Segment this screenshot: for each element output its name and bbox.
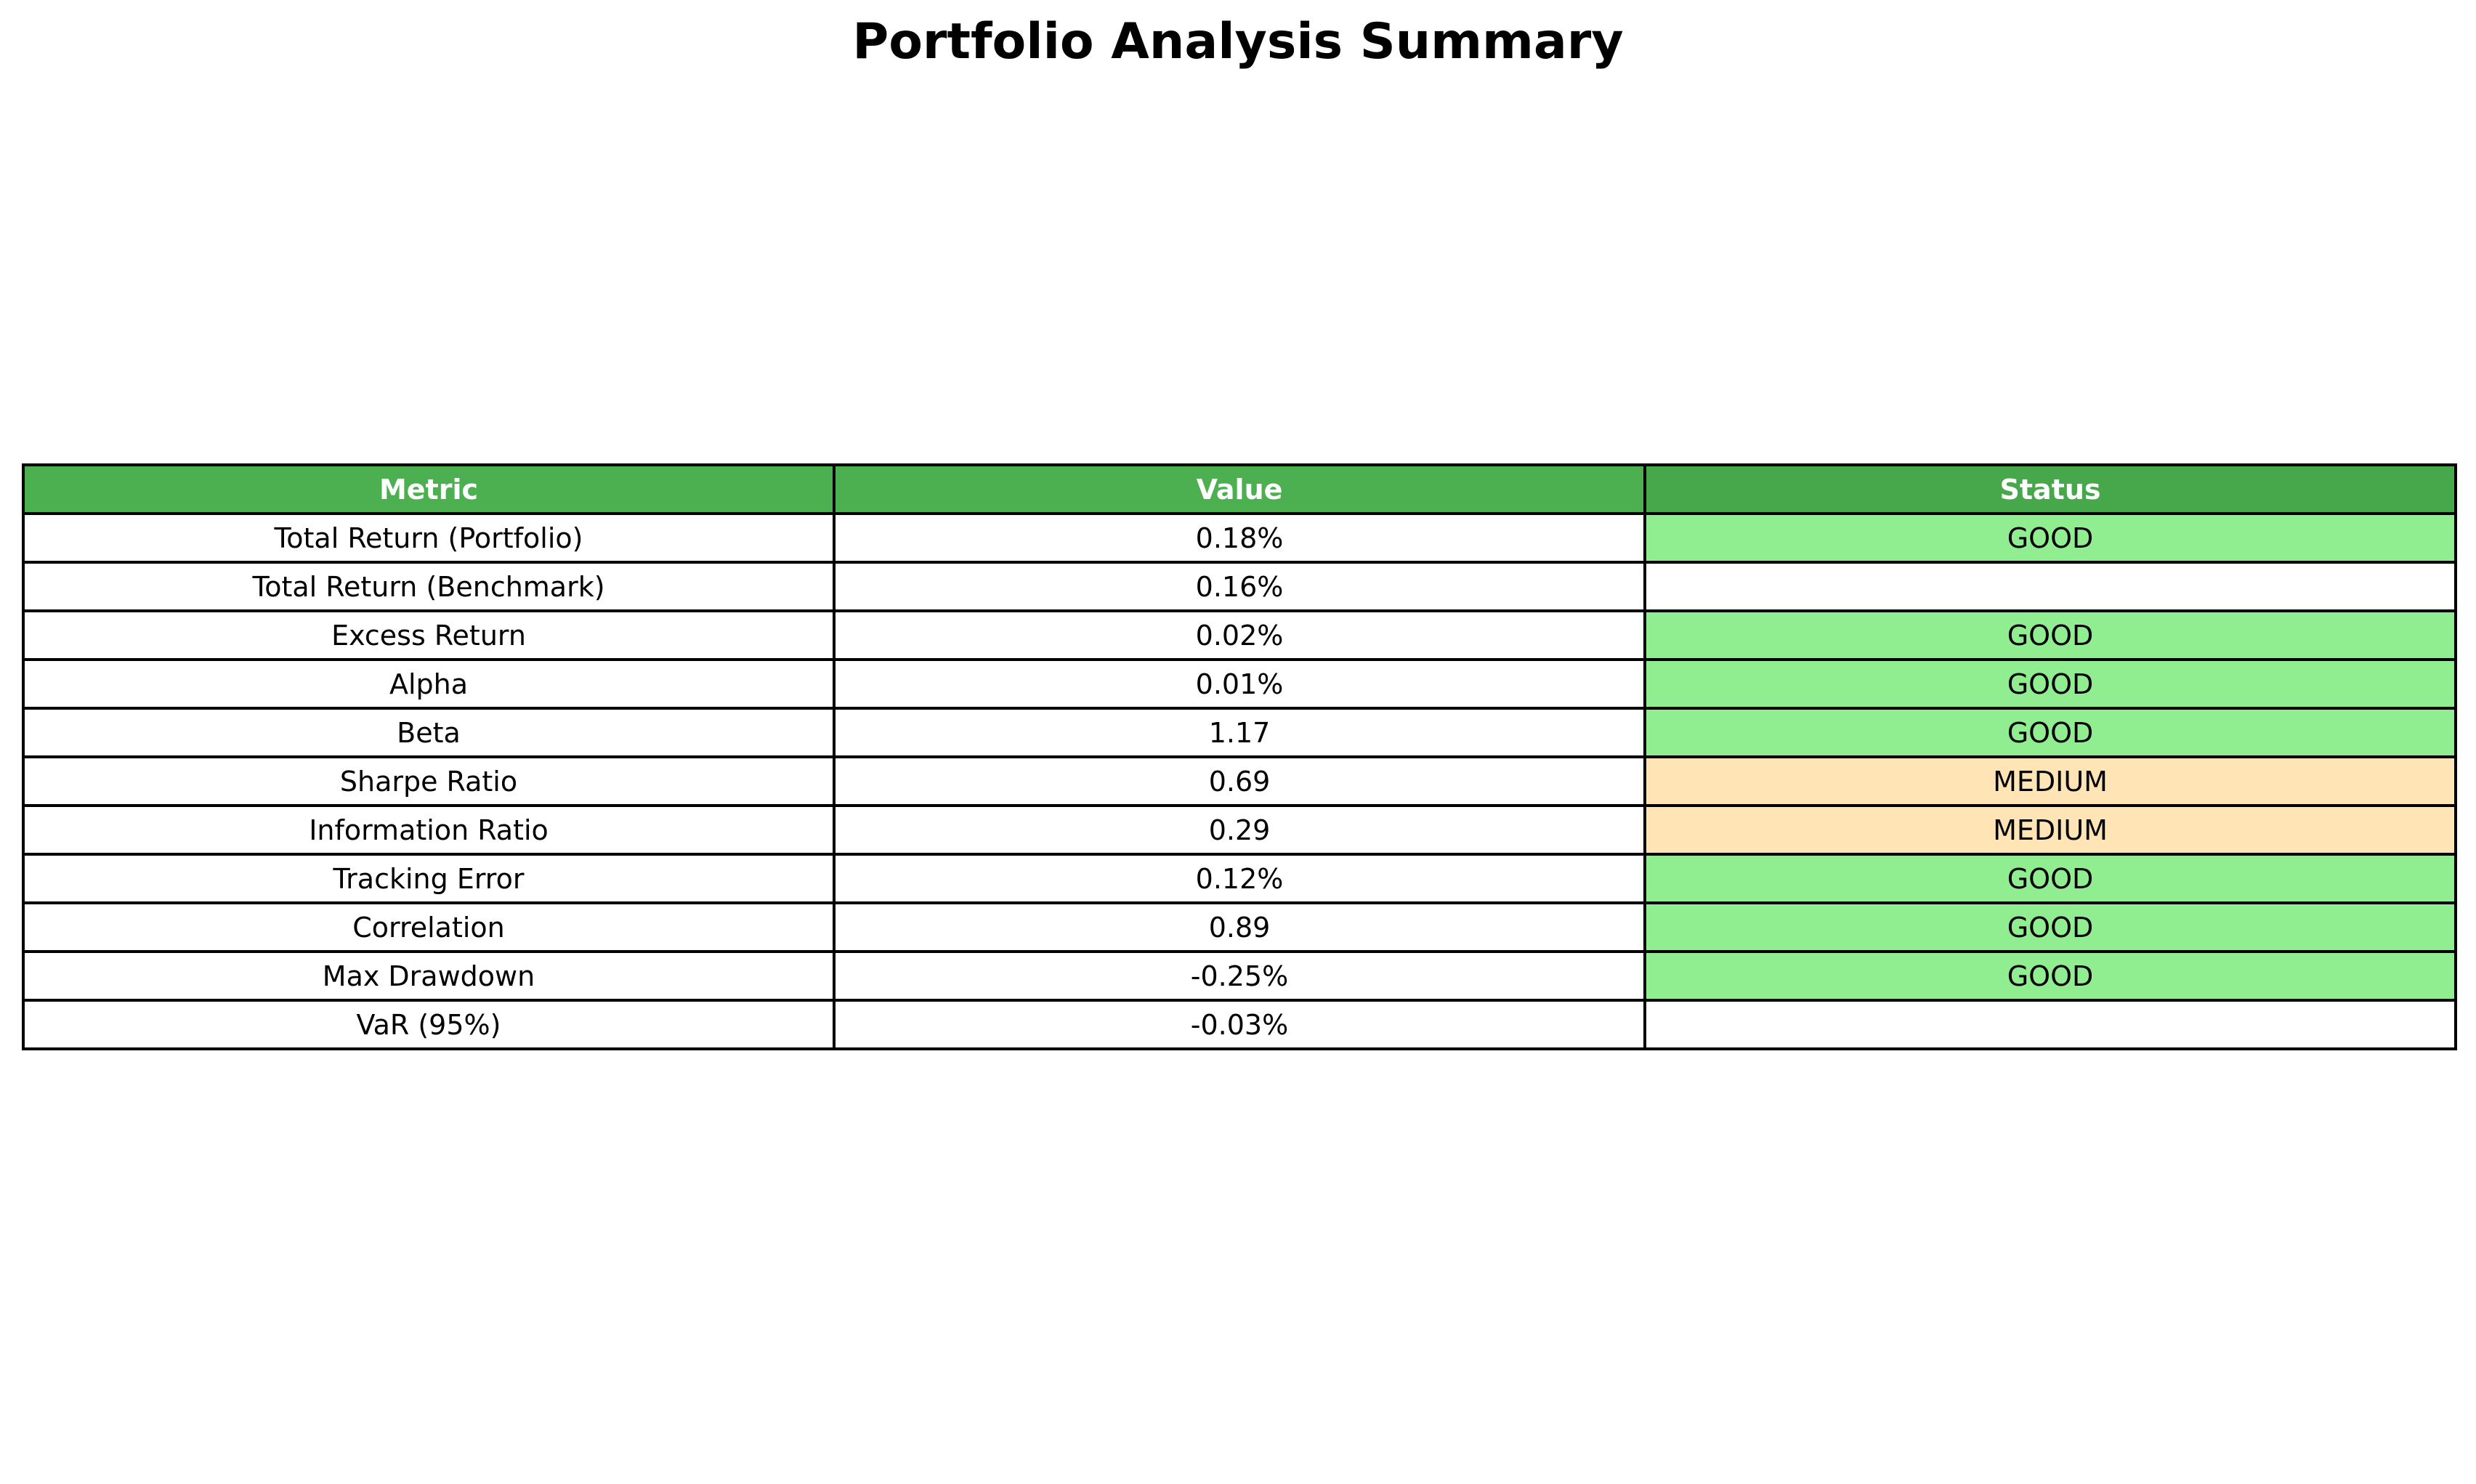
header-cell-value: Value: [833, 463, 1646, 515]
metric-cell: Tracking Error: [22, 853, 836, 904]
metric-cell: Total Return (Portfolio): [22, 512, 836, 564]
metric-cell: Max Drawdown: [22, 950, 836, 1002]
value-cell: 0.18%: [833, 512, 1646, 564]
value-cell: -0.03%: [833, 999, 1646, 1050]
header-cell-metric: Metric: [22, 463, 836, 515]
status-cell: GOOD: [1643, 609, 2457, 661]
header-cell-status: Status: [1643, 463, 2457, 515]
table-row: Total Return (Benchmark) 0.16%: [22, 561, 2457, 612]
metric-cell: Sharpe Ratio: [22, 755, 836, 807]
value-cell: 0.16%: [833, 561, 1646, 612]
status-cell: GOOD: [1643, 950, 2457, 1002]
status-cell: GOOD: [1643, 853, 2457, 904]
metric-cell: Total Return (Benchmark): [22, 561, 836, 612]
value-cell: 0.01%: [833, 658, 1646, 710]
metric-cell: VaR (95%): [22, 999, 836, 1050]
table-row: Total Return (Portfolio) 0.18% GOOD: [22, 512, 2457, 564]
table-row: Sharpe Ratio 0.69 MEDIUM: [22, 755, 2457, 807]
value-cell: 0.12%: [833, 853, 1646, 904]
table-row: Excess Return 0.02% GOOD: [22, 609, 2457, 661]
status-cell: GOOD: [1643, 901, 2457, 953]
metric-cell: Correlation: [22, 901, 836, 953]
status-cell: GOOD: [1643, 707, 2457, 758]
metric-cell: Beta: [22, 707, 836, 758]
table-row: Max Drawdown -0.25% GOOD: [22, 950, 2457, 1002]
metric-cell: Information Ratio: [22, 804, 836, 856]
value-cell: 0.69: [833, 755, 1646, 807]
value-cell: 0.29: [833, 804, 1646, 856]
metric-cell: Alpha: [22, 658, 836, 710]
table-row: Correlation 0.89 GOOD: [22, 901, 2457, 953]
value-cell: 1.17: [833, 707, 1646, 758]
table-row: Tracking Error 0.12% GOOD: [22, 853, 2457, 904]
status-cell: [1643, 999, 2457, 1050]
status-cell: GOOD: [1643, 512, 2457, 564]
table-row: VaR (95%) -0.03%: [22, 999, 2457, 1050]
table-body: Total Return (Portfolio) 0.18% GOOD Total R…: [22, 512, 2457, 1050]
table-row: Information Ratio 0.29 MEDIUM: [22, 804, 2457, 856]
summary-table: Metric Value Status Total Return (Portfo…: [22, 463, 2457, 1050]
status-cell: MEDIUM: [1643, 804, 2457, 856]
value-cell: 0.89: [833, 901, 1646, 953]
status-cell: GOOD: [1643, 658, 2457, 710]
table-row: Alpha 0.01% GOOD: [22, 658, 2457, 710]
chart-title: Portfolio Analysis Summary: [852, 13, 1624, 70]
header-row: Metric Value Status: [22, 463, 2457, 515]
value-cell: -0.25%: [833, 950, 1646, 1002]
table-row: Beta 1.17 GOOD: [22, 707, 2457, 758]
status-cell: MEDIUM: [1643, 755, 2457, 807]
value-cell: 0.02%: [833, 609, 1646, 661]
metric-cell: Excess Return: [22, 609, 836, 661]
status-cell: [1643, 561, 2457, 612]
